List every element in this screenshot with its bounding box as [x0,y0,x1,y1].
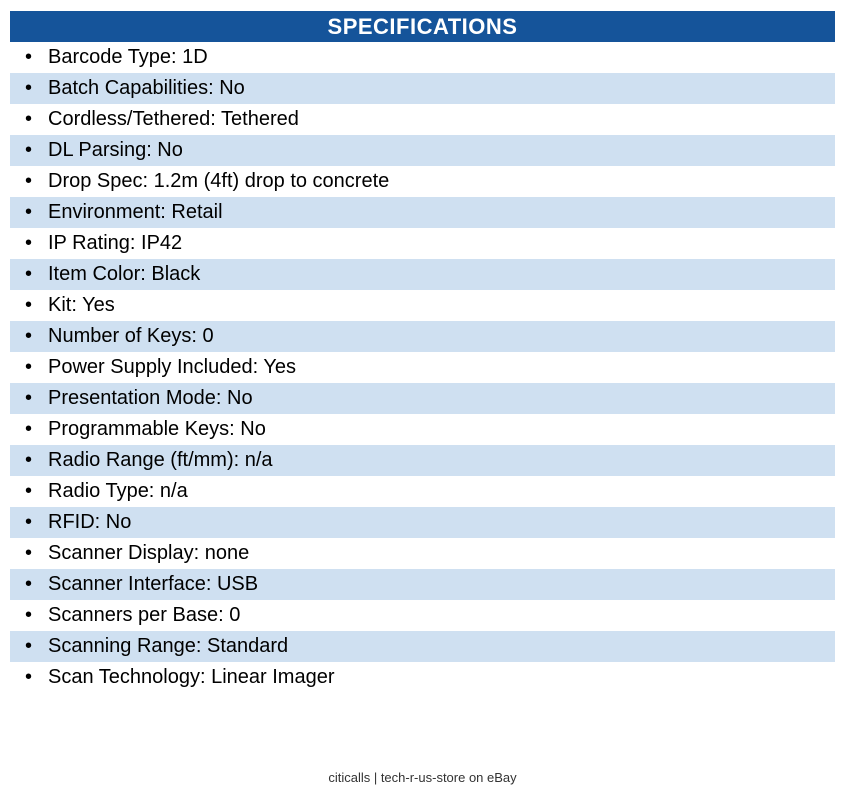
bullet-icon: • [25,449,33,471]
spec-row: • IP Rating: IP42 [10,228,835,259]
spec-text: Programmable Keys: No [48,418,266,440]
spec-text: Item Color: Black [48,263,201,285]
spec-row: • Drop Spec: 1.2m (4ft) drop to concrete [10,166,835,197]
spec-row: • Batch Capabilities: No [10,73,835,104]
specifications-header: SPECIFICATIONS [10,11,835,42]
spec-text: Scanners per Base: 0 [48,604,241,626]
spec-row: • Barcode Type: 1D [10,42,835,73]
spec-text: RFID: No [48,511,132,533]
spec-text: Power Supply Included: Yes [48,356,296,378]
spec-text: DL Parsing: No [48,139,183,161]
bullet-icon: • [25,573,33,595]
spec-row: • Item Color: Black [10,259,835,290]
spec-text: Batch Capabilities: No [48,77,245,99]
spec-text: Barcode Type: 1D [48,46,208,68]
spec-text: Environment: Retail [48,201,223,223]
specifications-table: SPECIFICATIONS • Barcode Type: 1D • Batch C… [10,11,835,693]
spec-row: • Programmable Keys: No [10,414,835,445]
spec-row: • Number of Keys: 0 [10,321,835,352]
spec-text: Scanner Interface: USB [48,573,259,595]
bullet-icon: • [25,232,33,254]
spec-text: Drop Spec: 1.2m (4ft) drop to concrete [48,170,390,192]
spec-text: Scanner Display: none [48,542,250,564]
spec-row: • Power Supply Included: Yes [10,352,835,383]
spec-row: • Kit: Yes [10,290,835,321]
spec-row: • Scanners per Base: 0 [10,600,835,631]
spec-row: • RFID: No [10,507,835,538]
spec-text: Kit: Yes [48,294,115,316]
specifications-list: • Barcode Type: 1D • Batch Capabilities: No… [10,42,835,693]
bullet-icon: • [25,108,33,130]
spec-row: • Scanner Interface: USB [10,569,835,600]
spec-row: • Scanner Display: none [10,538,835,569]
spec-row: • Cordless/Tethered: Tethered [10,104,835,135]
spec-row: • Scan Technology: Linear Imager [10,662,835,693]
spec-text: Scan Technology: Linear Imager [48,666,335,688]
spec-row: • Radio Range (ft/mm): n/a [10,445,835,476]
bullet-icon: • [25,77,33,99]
bullet-icon: • [25,170,33,192]
spec-row: • Environment: Retail [10,197,835,228]
spec-text: Radio Range (ft/mm): n/a [48,449,273,471]
spec-row: • DL Parsing: No [10,135,835,166]
bullet-icon: • [25,604,33,626]
specifications-title: SPECIFICATIONS [327,13,518,39]
bullet-icon: • [25,263,33,285]
spec-text: Scanning Range: Standard [48,635,289,657]
spec-text: Cordless/Tethered: Tethered [48,108,299,130]
bullet-icon: • [25,356,33,378]
spec-text: IP Rating: IP42 [48,232,183,254]
spec-text: Presentation Mode: No [48,387,253,409]
bullet-icon: • [25,666,33,688]
bullet-icon: • [25,542,33,564]
bullet-icon: • [25,418,33,440]
bullet-icon: • [25,46,33,68]
store-footer: citicalls | tech-r-us-store on eBay [328,770,517,785]
bullet-icon: • [25,139,33,161]
bullet-icon: • [25,201,33,223]
bullet-icon: • [25,325,33,347]
spec-row: • Scanning Range: Standard [10,631,835,662]
spec-row: • Presentation Mode: No [10,383,835,414]
spec-text: Radio Type: n/a [48,480,188,502]
bullet-icon: • [25,480,33,502]
spec-row: • Radio Type: n/a [10,476,835,507]
bullet-icon: • [25,294,33,316]
spec-text: Number of Keys: 0 [48,325,214,347]
bullet-icon: • [25,635,33,657]
bullet-icon: • [25,511,33,533]
bullet-icon: • [25,387,33,409]
